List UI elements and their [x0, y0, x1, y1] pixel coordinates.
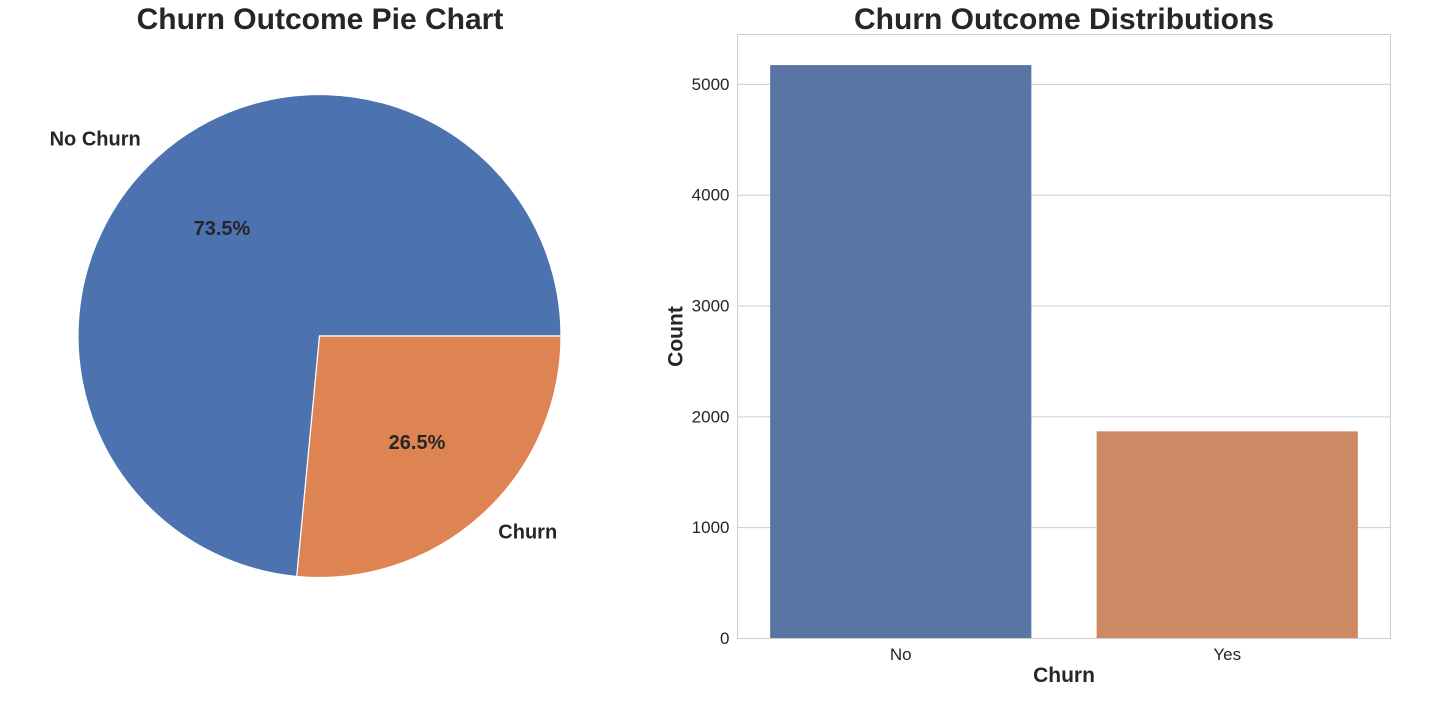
bar-chart: Churn Outcome Distributions 0 1000 2000 300… [665, 3, 1391, 687]
pie-chart-panel: Churn Outcome Pie Chart 73.5% No Churn 26.… [0, 0, 650, 700]
pie-slices [77, 93, 562, 579]
y-tick-label-5000: 5000 [692, 75, 730, 94]
pie-slice-churn [296, 335, 562, 579]
y-tick-label-2000: 2000 [692, 407, 730, 426]
x-axis-label: Churn [1033, 664, 1095, 687]
y-tick-label-3000: 3000 [692, 297, 730, 316]
pie-value-label-churn: 26.5% [389, 432, 446, 454]
bar-chart-panel: Churn Outcome Distributions 0 1000 2000 300… [650, 0, 1456, 700]
y-tick-label-4000: 4000 [692, 186, 730, 205]
y-axis-ticks: 0 1000 2000 3000 4000 5000 [692, 75, 730, 648]
bar-yes [1096, 431, 1358, 639]
bar-no [770, 65, 1032, 639]
x-axis-ticks: No Yes [890, 645, 1241, 664]
x-tick-label-yes: Yes [1213, 645, 1241, 664]
pie-category-label-no-churn: No Churn [50, 129, 141, 151]
plot-frame [737, 34, 1391, 639]
pie-chart-title: Churn Outcome Pie Chart [137, 3, 504, 36]
bar-chart-title: Churn Outcome Distributions [854, 3, 1274, 36]
x-tick-label-no: No [890, 645, 912, 664]
pie-labels: 73.5% No Churn 26.5% Churn [50, 129, 558, 544]
bar-bars [770, 65, 1358, 639]
y-axis-label: Count [665, 306, 688, 367]
pie-category-label-churn: Churn [498, 521, 557, 543]
pie-value-label-no-churn: 73.5% [194, 218, 251, 240]
y-tick-label-1000: 1000 [692, 518, 730, 537]
y-tick-label-0: 0 [720, 629, 729, 648]
pie-chart: Churn Outcome Pie Chart 73.5% No Churn 26.… [50, 3, 562, 579]
